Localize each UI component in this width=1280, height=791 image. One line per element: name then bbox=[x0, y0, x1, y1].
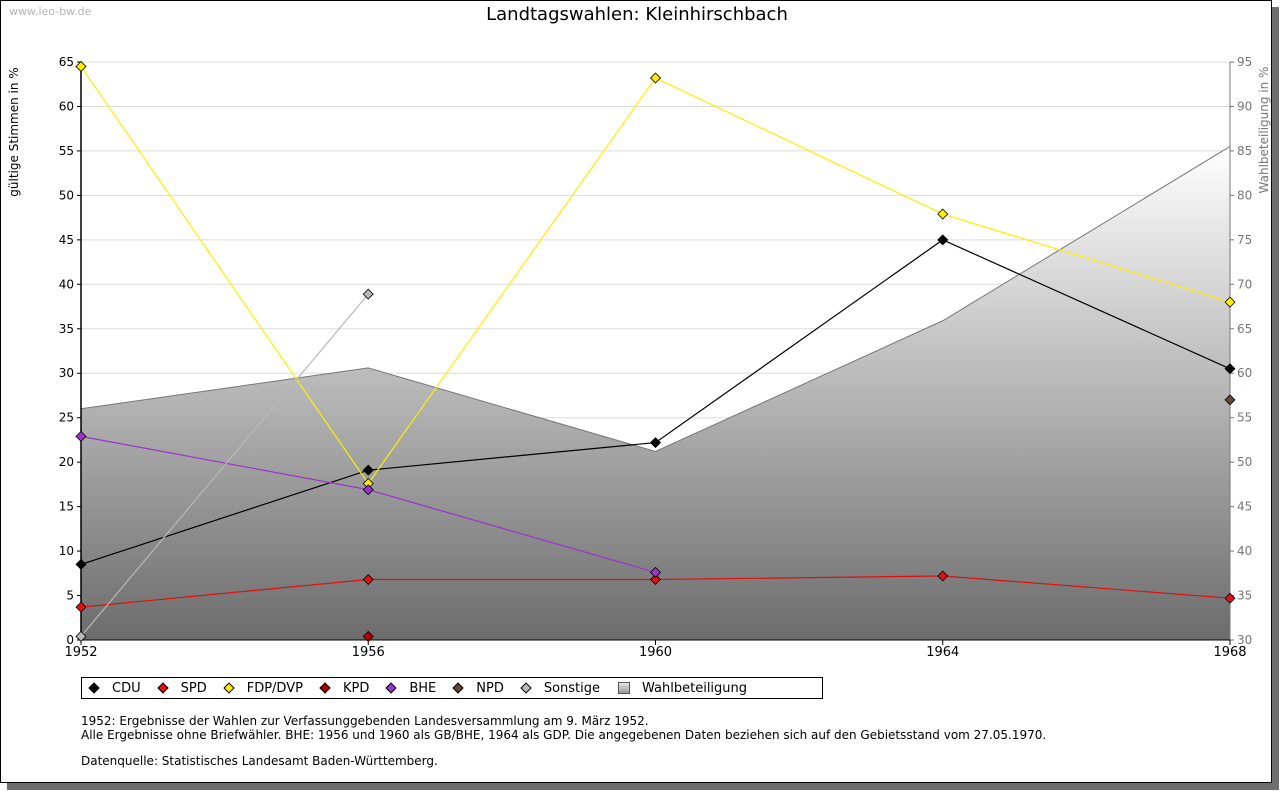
data-point-fdp-dvp bbox=[937, 208, 949, 220]
data-point-sonstige bbox=[362, 288, 374, 300]
legend-label: KPD bbox=[342, 680, 370, 696]
legend-marker-icon bbox=[319, 682, 331, 694]
data-point-spd bbox=[1224, 592, 1236, 604]
data-point-cdu bbox=[1224, 363, 1236, 375]
legend-item: KPD bbox=[319, 680, 370, 696]
data-point-spd bbox=[362, 574, 374, 586]
legend-item: Wahlbeteiligung bbox=[618, 681, 747, 696]
y-tick-label: 35 bbox=[59, 322, 74, 336]
legend-marker-icon bbox=[452, 682, 464, 694]
y-tick-label: 60 bbox=[59, 99, 74, 113]
data-point-fdp-dvp bbox=[649, 72, 662, 84]
legend-marker-icon bbox=[88, 682, 100, 694]
legend-item: FDP/DVP bbox=[223, 680, 303, 696]
y-tick-label: 45 bbox=[59, 233, 74, 247]
chart-title: Landtagswahlen: Kleinhirschbach bbox=[486, 4, 788, 25]
legend-label: Sonstige bbox=[543, 680, 601, 696]
y2-tick-label: 55 bbox=[1237, 411, 1252, 425]
watermark: www.leo-bw.de bbox=[9, 5, 92, 18]
legend-marker-icon bbox=[520, 682, 532, 694]
y2-tick-label: 95 bbox=[1237, 55, 1252, 69]
data-point-bhe bbox=[75, 430, 87, 442]
legend-label: CDU bbox=[112, 680, 141, 696]
legend-label: Wahlbeteiligung bbox=[642, 680, 748, 696]
y2-tick-label: 65 bbox=[1237, 322, 1252, 336]
data-point-spd bbox=[649, 574, 662, 586]
x-tick-label: 1952 bbox=[64, 645, 97, 660]
data-source: Datenquelle: Statistisches Landesamt Bad… bbox=[81, 754, 438, 768]
data-point-cdu bbox=[937, 234, 949, 246]
data-point-kpd bbox=[362, 630, 374, 642]
legend-item: CDU bbox=[88, 680, 141, 696]
y-tick-label: 20 bbox=[59, 455, 74, 469]
legend-item: SPD bbox=[156, 680, 207, 696]
y2-tick-label: 60 bbox=[1237, 366, 1252, 380]
y2-tick-label: 35 bbox=[1237, 589, 1252, 603]
footnote-2: Alle Ergebnisse ohne Briefwähler. BHE: 1… bbox=[81, 728, 1047, 742]
y-tick-label: 15 bbox=[59, 500, 74, 514]
y-tick-label: 55 bbox=[59, 144, 74, 158]
y-tick-label: 30 bbox=[59, 366, 74, 380]
y-tick-label: 50 bbox=[59, 188, 74, 202]
y2-tick-label: 45 bbox=[1237, 500, 1252, 514]
data-point-fdp-dvp bbox=[1224, 296, 1236, 308]
y2-tick-label: 70 bbox=[1237, 277, 1252, 291]
turnout-line bbox=[80, 146, 1231, 453]
data-point-cdu bbox=[75, 558, 87, 570]
data-point-npd bbox=[1224, 394, 1236, 406]
y-tick-label: 5 bbox=[66, 589, 74, 603]
y2-tick-label: 85 bbox=[1237, 144, 1252, 158]
y2-tick-label: 75 bbox=[1237, 233, 1252, 247]
y-tick-label: 0 bbox=[66, 633, 74, 647]
turnout-area bbox=[81, 146, 1230, 640]
x-tick-label: 1960 bbox=[639, 645, 672, 660]
y2-axis-title: Wahlbeteiligung in % bbox=[1257, 66, 1271, 194]
legend-label: FDP/DVP bbox=[246, 680, 303, 696]
series-line-sonstige bbox=[80, 293, 369, 637]
data-point-spd bbox=[937, 570, 949, 582]
data-point-cdu bbox=[362, 464, 374, 476]
y2-tick-label: 50 bbox=[1237, 455, 1252, 469]
legend-marker-icon bbox=[156, 682, 169, 694]
data-point-cdu bbox=[649, 437, 662, 449]
y2-tick-label: 30 bbox=[1237, 633, 1252, 647]
y-tick-label: 25 bbox=[59, 411, 74, 425]
y2-tick-label: 40 bbox=[1237, 544, 1252, 558]
legend-marker-icon bbox=[385, 682, 397, 694]
legend-item: Sonstige bbox=[520, 680, 601, 696]
x-tick-label: 1956 bbox=[352, 645, 385, 660]
legend-label: SPD bbox=[180, 680, 207, 696]
legend: CDU SPD FDP/DVP KPD BHE NPD Sonstige Wahlbeteil… bbox=[81, 677, 823, 699]
x-tick-label: 1968 bbox=[1213, 645, 1246, 660]
data-point-bhe bbox=[649, 566, 662, 578]
chart-canvas: 0 5 10 15 20 25 30 35 40 45 50 55 60 65 30 35 40 45 50 55 60… bbox=[59, 55, 1253, 660]
y2-tick-label: 80 bbox=[1237, 188, 1252, 202]
y-tick-label: 40 bbox=[59, 277, 74, 291]
legend-marker-icon bbox=[223, 682, 235, 694]
legend-label: BHE bbox=[409, 680, 437, 696]
x-tick-label: 1964 bbox=[926, 645, 959, 660]
footnote-1: 1952: Ergebnisse der Wahlen zur Verfassu… bbox=[81, 714, 649, 728]
data-point-fdp-dvp bbox=[362, 477, 374, 490]
data-point-sonstige bbox=[75, 630, 87, 642]
y2-tick-label: 90 bbox=[1237, 99, 1252, 113]
data-point-spd bbox=[75, 601, 87, 613]
legend-item: BHE bbox=[385, 680, 437, 696]
y-axis-title: gültige Stimmen in % bbox=[7, 67, 21, 197]
y-tick-label: 10 bbox=[59, 544, 74, 558]
data-point-fdp-dvp bbox=[75, 60, 87, 72]
legend-label: NPD bbox=[476, 680, 504, 696]
data-point-bhe bbox=[362, 484, 374, 496]
legend-item: NPD bbox=[452, 680, 504, 696]
footnotes: 1952: Ergebnisse der Wahlen zur Verfassu… bbox=[81, 714, 1046, 768]
y-tick-label: 65 bbox=[59, 55, 74, 69]
legend-marker-icon bbox=[618, 682, 631, 694]
